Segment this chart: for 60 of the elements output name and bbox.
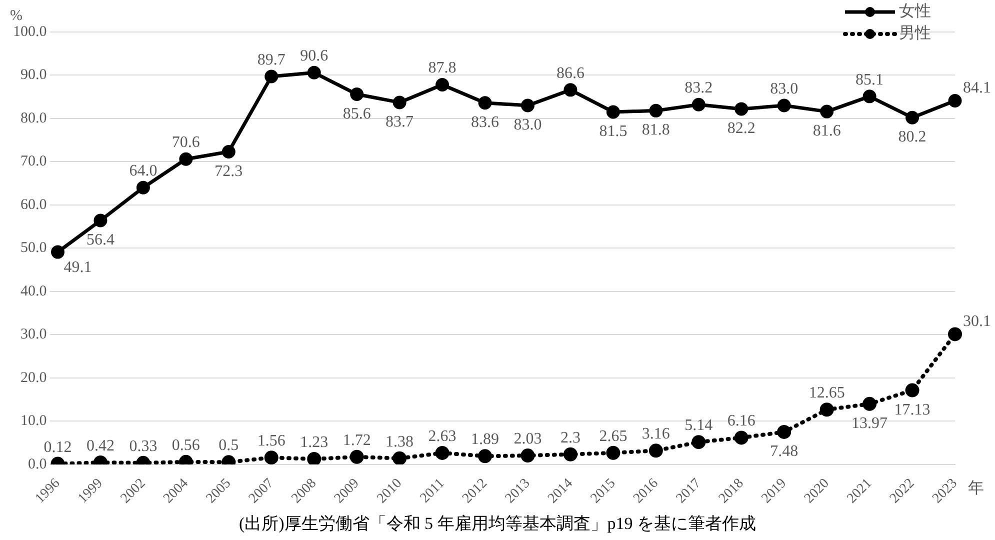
data-label: 81.5 (599, 122, 628, 140)
legend-label: 女性 (899, 3, 931, 20)
data-label: 85.1 (856, 71, 884, 88)
data-label: 85.6 (342, 105, 371, 122)
data-label: 6.16 (727, 412, 756, 430)
data-label: 0.42 (86, 438, 114, 455)
y-tick-label: 60.0 (20, 196, 47, 213)
y-tick-label: 0.0 (28, 456, 47, 472)
data-label: 81.6 (812, 122, 841, 140)
data-label: 1.38 (386, 433, 414, 450)
data-label: 90.6 (300, 48, 328, 65)
data-label: 72.3 (214, 162, 243, 180)
data-label: 30.1 (963, 313, 991, 330)
data-label: 2.3 (560, 429, 580, 446)
data-label: 0.12 (44, 438, 72, 456)
data-label: 86.6 (556, 64, 584, 82)
data-label: 1.56 (257, 432, 286, 450)
y-tick-label: 50.0 (20, 240, 47, 256)
y-tick-label: 80.0 (20, 110, 47, 126)
data-label: 0.33 (129, 438, 158, 455)
data-label: 12.65 (808, 384, 845, 402)
data-label: 0.56 (172, 436, 200, 454)
y-tick-label: 100.0 (13, 24, 47, 40)
data-label: 1.89 (471, 431, 500, 448)
data-label: 83.6 (471, 114, 500, 131)
data-label: 70.6 (172, 134, 200, 152)
data-label: 83.2 (684, 80, 713, 97)
data-label: 81.8 (642, 122, 670, 139)
data-label: 0.5 (218, 437, 239, 454)
data-label: 80.2 (898, 128, 926, 146)
data-label: 1.72 (342, 432, 371, 449)
text: (出所)厚生労働省「令和 5 年雇用均等基本調査」p19 を基に筆者作成 (238, 513, 758, 535)
y-tick-label: 40.0 (20, 283, 47, 300)
data-label: 83.0 (770, 80, 798, 98)
legend-label: 男性 (899, 25, 931, 42)
data-label: 1.23 (300, 434, 328, 452)
data-label: 83.0 (514, 116, 542, 134)
data-label: 3.16 (642, 426, 670, 443)
y-tick-label: 30.0 (20, 326, 47, 343)
y-tick-label: 10.0 (20, 413, 47, 430)
data-label: 2.63 (428, 428, 456, 445)
data-label: 87.8 (428, 60, 456, 77)
data-label: 64.0 (129, 162, 158, 180)
data-label: 13.97 (852, 414, 888, 432)
data-label: 5.14 (684, 417, 713, 434)
y-tick-label: 90.0 (20, 67, 47, 84)
data-label: 82.2 (727, 120, 756, 137)
data-label: 2.03 (514, 430, 542, 448)
data-label: 2.65 (599, 428, 628, 445)
y-axis-title: % (10, 8, 22, 25)
y-tick-label: 20.0 (20, 370, 47, 386)
data-label: 56.4 (86, 231, 114, 248)
data-label: 89.7 (257, 52, 286, 69)
data-label: 83.7 (386, 113, 414, 130)
data-label: 17.13 (894, 401, 930, 418)
data-label: 7.48 (770, 442, 798, 460)
x-axis-title: 年 (968, 479, 984, 499)
data-label: 49.1 (64, 259, 92, 276)
data-label: 84.1 (963, 80, 991, 97)
y-tick-label: 70.0 (20, 154, 47, 170)
